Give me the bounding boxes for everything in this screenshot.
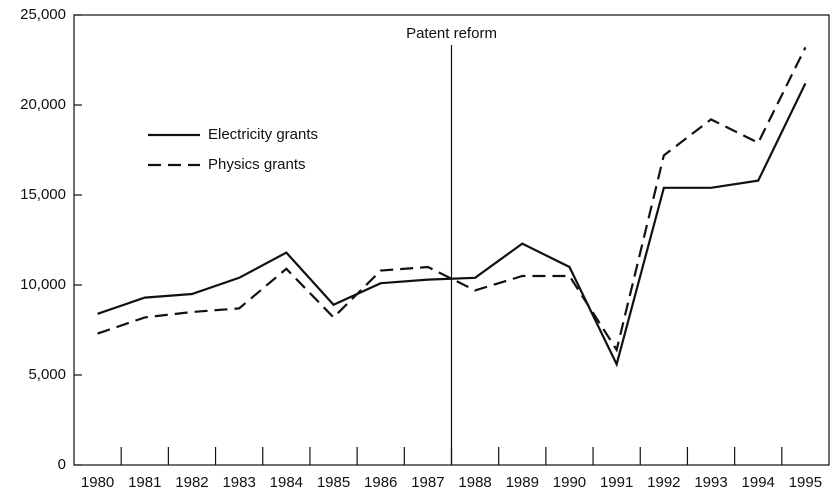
x-tick-label: 1988: [458, 474, 491, 491]
x-tick-label: 1985: [317, 474, 350, 491]
y-tick-label: 5,000: [28, 366, 66, 383]
x-tick-label: 1987: [411, 474, 444, 491]
y-tick-label: 25,000: [20, 6, 66, 23]
x-tick-label: 1984: [270, 474, 303, 491]
x-tick-label: 1992: [647, 474, 680, 491]
x-tick-label: 1982: [175, 474, 208, 491]
legend-label: Physics grants: [208, 156, 306, 173]
y-tick-label: 10,000: [20, 276, 66, 293]
x-tick-label: 1983: [222, 474, 255, 491]
x-tick-label: 1995: [789, 474, 822, 491]
legend-label: Electricity grants: [208, 126, 318, 143]
annotation-label: Patent reform: [406, 25, 497, 42]
x-tick-label: 1994: [742, 474, 775, 491]
x-tick-label: 1991: [600, 474, 633, 491]
x-tick-label: 1993: [694, 474, 727, 491]
series-line: [97, 82, 807, 368]
y-tick-label: 15,000: [20, 186, 66, 203]
y-tick-label: 0: [58, 456, 66, 473]
x-tick-label: 1986: [364, 474, 397, 491]
x-tick-label: 1989: [506, 474, 539, 491]
x-tick-label: 1990: [553, 474, 586, 491]
x-tick-label: 1980: [81, 474, 114, 491]
y-tick-label: 20,000: [20, 96, 66, 113]
x-tick-label: 1981: [128, 474, 161, 491]
series-line: [97, 46, 807, 353]
